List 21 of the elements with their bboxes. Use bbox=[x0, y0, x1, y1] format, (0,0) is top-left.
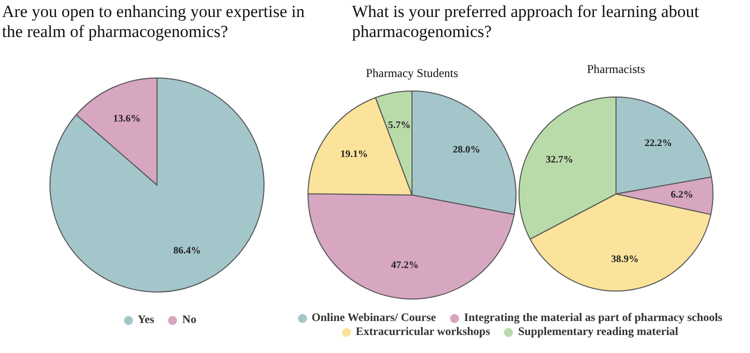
chart-title: Are you open to enhancing your expertise in the realm of pharmacogenomics? bbox=[2, 2, 306, 42]
data-label: 86.4% bbox=[173, 246, 201, 257]
legend-label: Supplementary reading material bbox=[518, 326, 678, 338]
pie-slice bbox=[50, 78, 264, 292]
data-label: 38.9% bbox=[611, 254, 639, 265]
chart-title: What is your preferred approach for learning about pharmacogenomics? bbox=[352, 2, 700, 42]
legend-label: Yes bbox=[138, 314, 154, 326]
data-label: 19.1% bbox=[340, 148, 368, 160]
data-label: 5.7% bbox=[388, 120, 411, 131]
data-label: 13.6% bbox=[113, 113, 141, 124]
legend-label: Integrating the material as part of pharmacy schools bbox=[464, 312, 722, 324]
legend-label: Extracurricular workshops bbox=[356, 326, 490, 338]
data-label: 22.2% bbox=[644, 138, 672, 149]
data-label: 6.2% bbox=[670, 190, 694, 201]
data-label: 28.0% bbox=[452, 144, 480, 156]
slice-label: Pharmacists bbox=[586, 62, 646, 77]
data-label: 47.2% bbox=[391, 260, 419, 271]
legend-label: No bbox=[182, 314, 196, 326]
slice-label: Pharmacy Students bbox=[364, 66, 460, 81]
legend-label: Online Webinars/ Course bbox=[312, 312, 436, 324]
data-label: 32.7% bbox=[546, 154, 574, 166]
